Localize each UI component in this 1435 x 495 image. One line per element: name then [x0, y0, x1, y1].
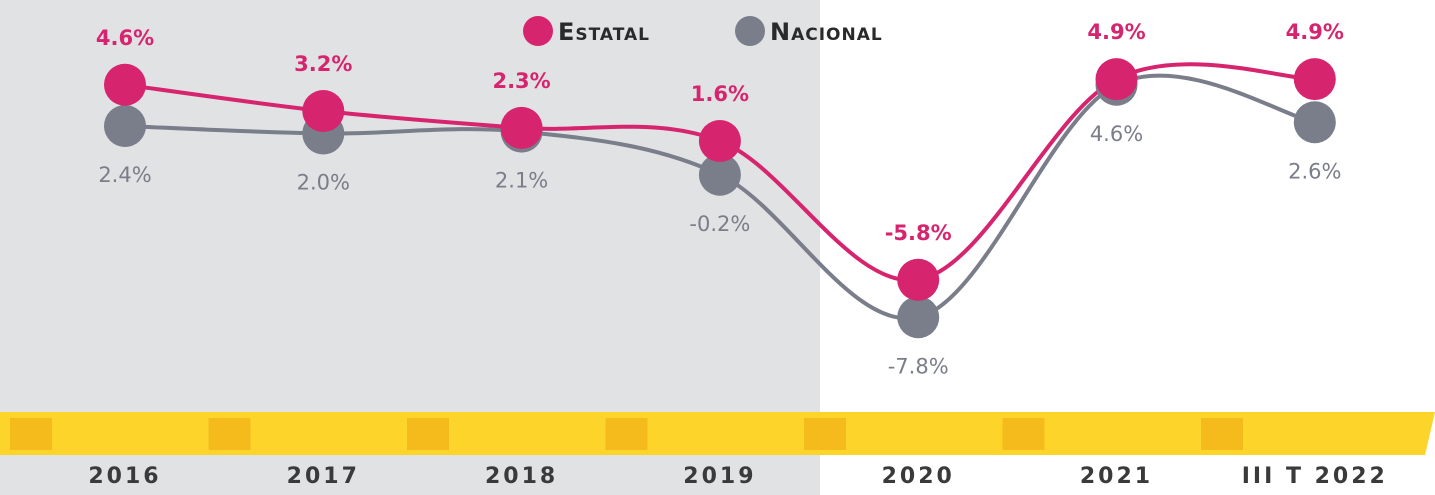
value-label: 1.6% [691, 82, 749, 106]
x-tick-label: 2019 [683, 464, 756, 489]
value-label: -7.8% [888, 354, 949, 378]
point-marker [500, 106, 543, 149]
point-marker [1293, 101, 1336, 144]
point-marker [302, 90, 345, 132]
point-marker [698, 153, 741, 196]
x-tick-label: 2018 [485, 464, 558, 489]
value-label: 2.4% [98, 163, 151, 187]
timeline-block [605, 418, 648, 450]
x-tick-label: III T 2022 [1242, 464, 1388, 489]
value-label: 4.6% [1090, 122, 1143, 146]
value-label: 4.9% [1286, 20, 1344, 44]
value-label: 2.1% [495, 169, 548, 193]
x-tick-label: 2016 [88, 464, 161, 489]
value-label: 3.2% [294, 52, 352, 76]
value-label: 2.0% [297, 171, 350, 195]
timeline-block [407, 418, 449, 450]
legend-swatch [735, 16, 765, 46]
point-marker [897, 296, 940, 339]
point-marker [104, 105, 146, 147]
x-tick-label: 2020 [882, 464, 955, 489]
timeline-block [10, 418, 52, 450]
point-marker [897, 258, 940, 301]
value-label: 4.6% [96, 26, 154, 50]
point-marker [698, 120, 741, 162]
timeline-block [1201, 418, 1243, 450]
timeline-band [0, 412, 1435, 455]
value-label: 2.3% [492, 69, 550, 93]
value-label: -0.2% [689, 212, 750, 236]
point-marker [1095, 58, 1138, 101]
value-label: 2.6% [1288, 159, 1341, 183]
x-tick-label: 2021 [1080, 464, 1153, 489]
point-marker [1293, 58, 1336, 101]
timeline-block [804, 418, 846, 450]
timeline-block [1002, 418, 1045, 450]
value-label: 4.9% [1087, 20, 1145, 44]
legend-label: Nacional [770, 18, 883, 46]
point-marker [104, 63, 146, 106]
legend-label: Estatal [558, 18, 650, 46]
value-label: -5.8% [885, 221, 952, 245]
legend-swatch [523, 16, 553, 46]
timeline-block [208, 418, 251, 450]
x-tick-label: 2017 [287, 464, 360, 489]
